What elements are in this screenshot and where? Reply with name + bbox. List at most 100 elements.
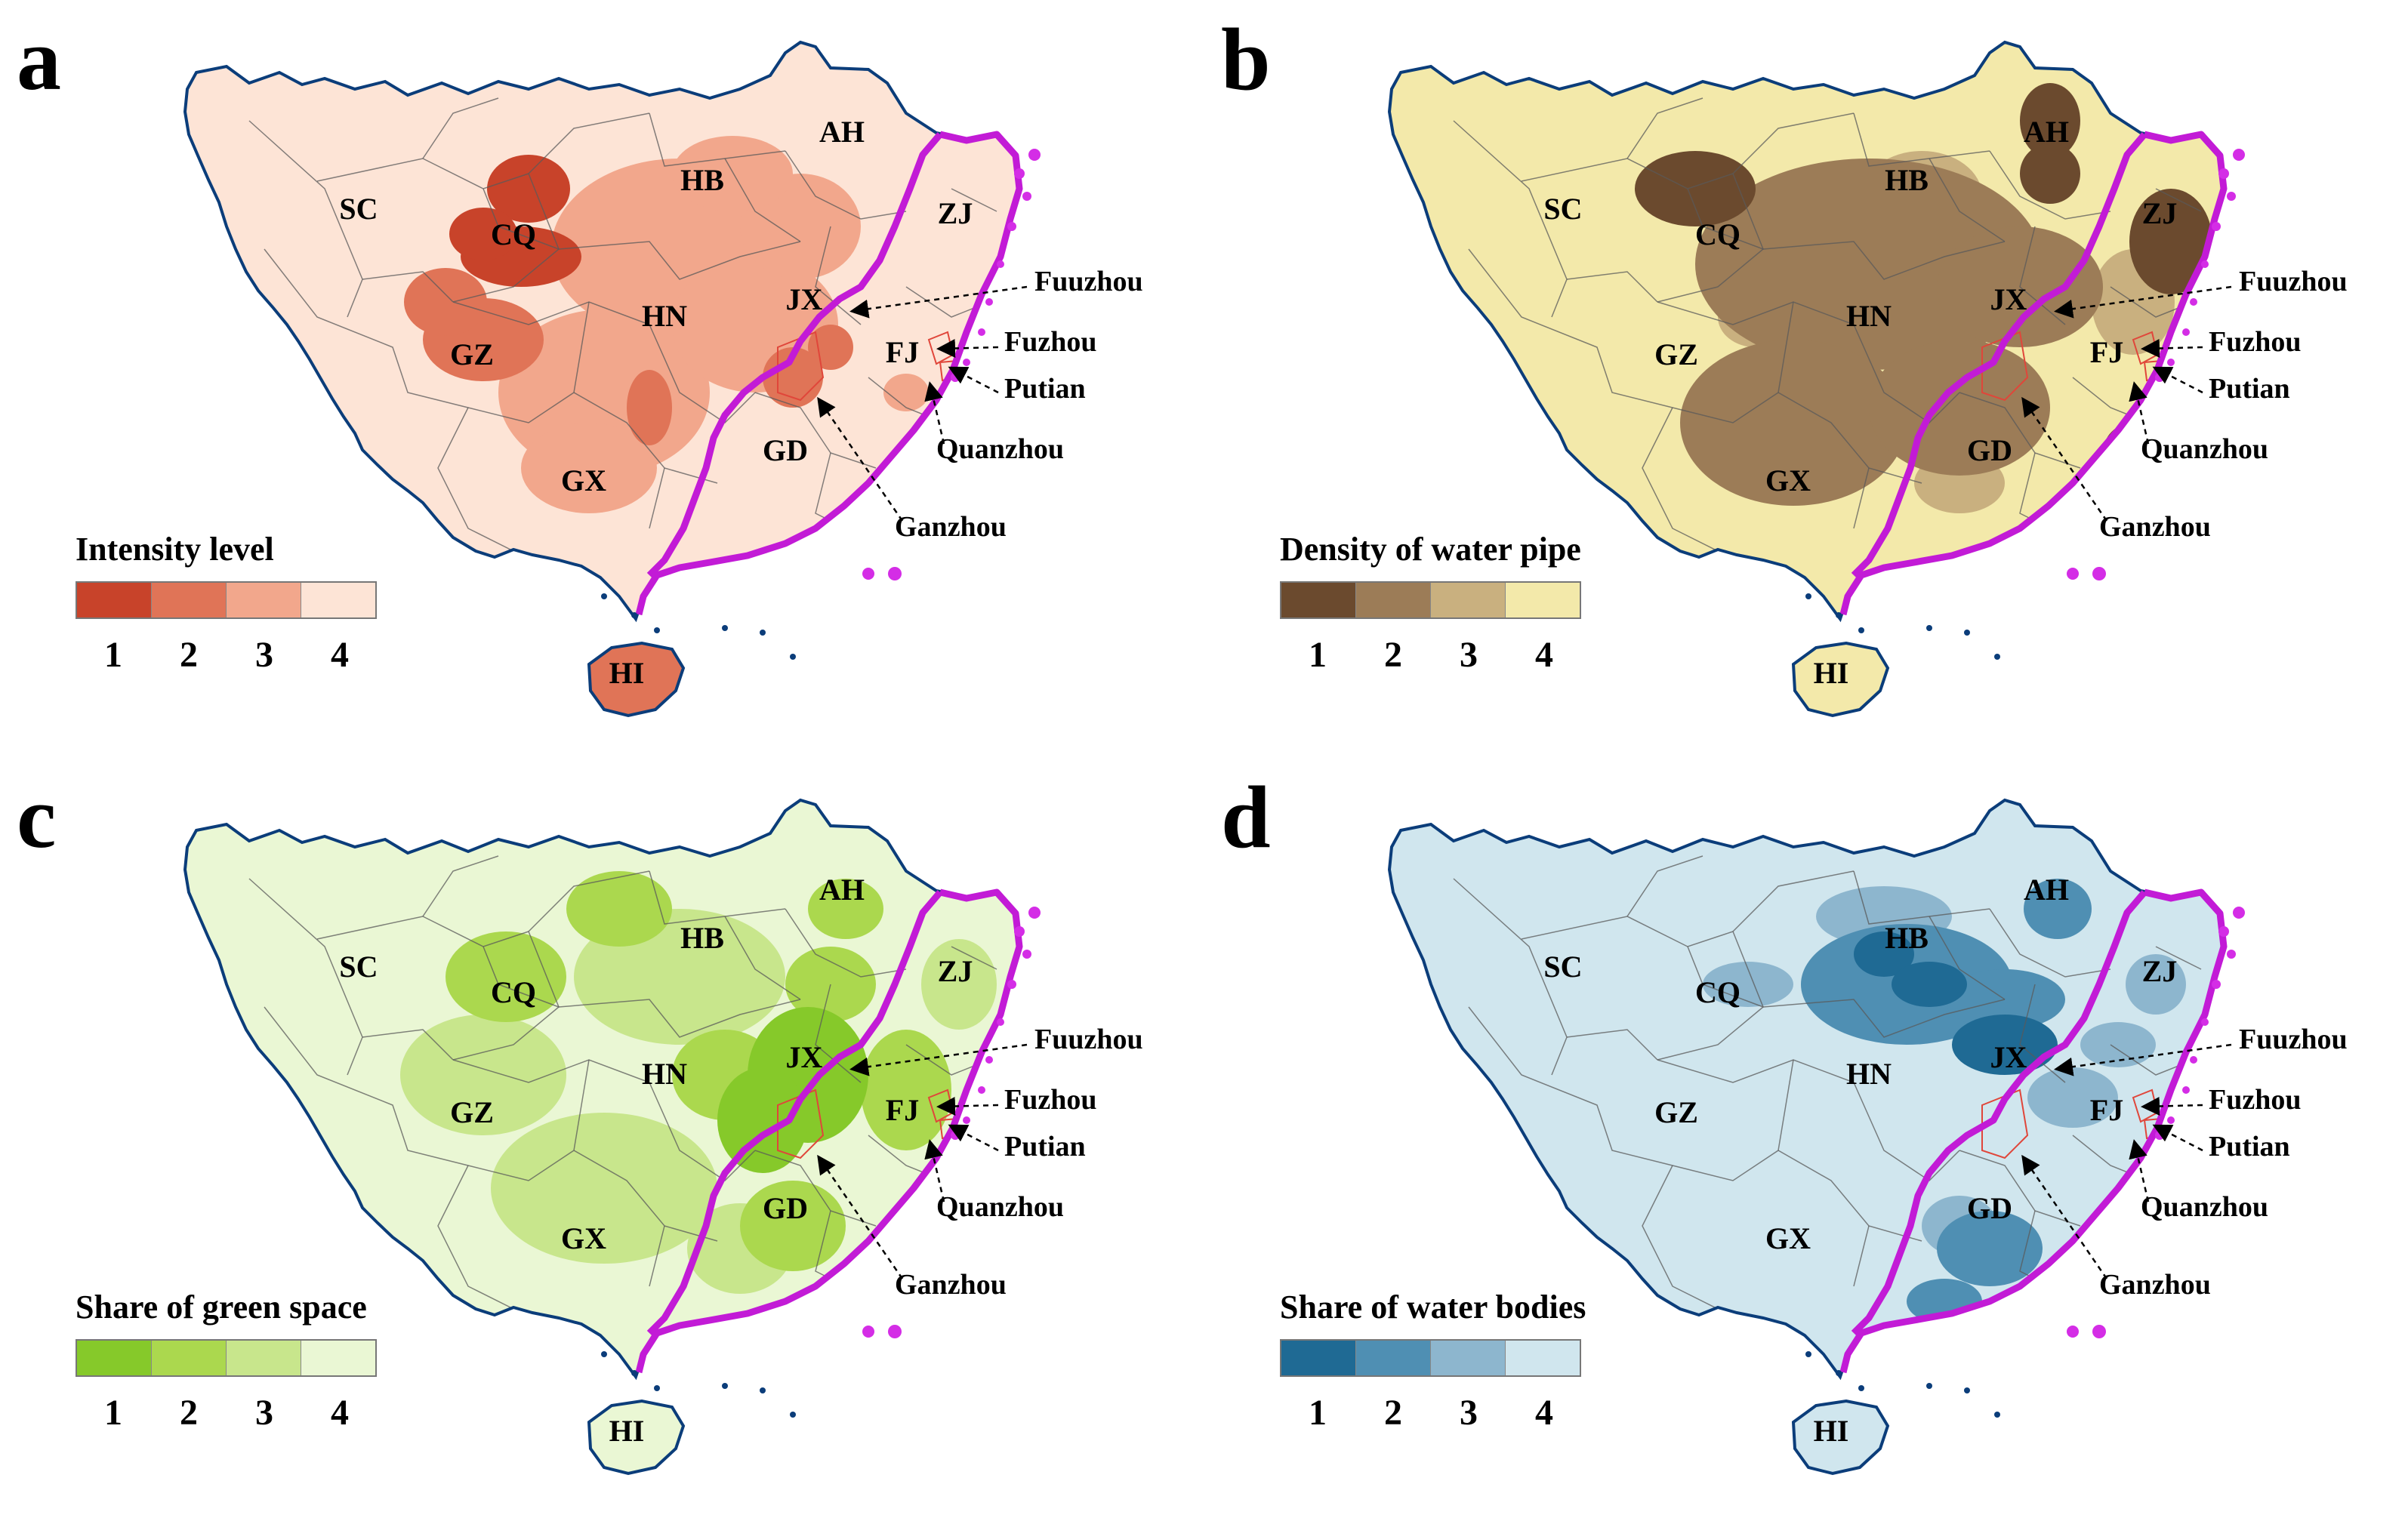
province-label-ah: AH bbox=[2024, 115, 2069, 149]
island-dot bbox=[1836, 612, 1842, 618]
province-label-hi: HI bbox=[1814, 1414, 1849, 1448]
city-label-fuuzhou: Fuuzhou bbox=[1034, 1024, 1143, 1055]
city-label-fuzhou: Fuzhou bbox=[1004, 1084, 1096, 1116]
city-boundary bbox=[2155, 188, 2202, 212]
city-pointer-arrow bbox=[924, 1139, 945, 1202]
legend-tick: 2 bbox=[1384, 1393, 1402, 1433]
city-boundary bbox=[422, 97, 499, 159]
coastal-island-marker bbox=[985, 298, 993, 306]
province-label-fj: FJ bbox=[2090, 335, 2123, 369]
panel-label: b bbox=[1221, 10, 1271, 109]
island-dot bbox=[760, 1387, 766, 1393]
city-boundary bbox=[2019, 984, 2066, 1083]
city-boundary bbox=[1853, 870, 1990, 925]
city-area bbox=[717, 1067, 808, 1173]
map-panel-d: SC CQ HB AH ZJ JX HN GZ FJ GX GD HI Fuuzhou Fuzhou Put… bbox=[1387, 798, 2348, 1476]
city-boundary bbox=[1672, 301, 1794, 423]
legend-tick: 4 bbox=[1535, 635, 1553, 675]
province-label-hn: HN bbox=[642, 1057, 687, 1091]
legend-swatch-4 bbox=[1506, 1341, 1580, 1375]
legend-swatch-3 bbox=[227, 1341, 301, 1375]
province-label-hi: HI bbox=[609, 1414, 645, 1448]
province-label-hi: HI bbox=[609, 656, 645, 690]
city-pointer-arrow bbox=[2021, 1154, 2108, 1279]
city-area bbox=[400, 1015, 566, 1135]
city-boundary bbox=[528, 112, 650, 174]
city-boundary bbox=[1853, 467, 1870, 529]
island-outline bbox=[587, 1399, 686, 1476]
city-pointer-arrow bbox=[924, 381, 945, 445]
city-area bbox=[2126, 954, 2186, 1015]
island-dot bbox=[790, 1412, 796, 1418]
coastal-island-marker bbox=[862, 1326, 874, 1338]
city-boundary bbox=[248, 878, 363, 1076]
legend-tick: 4 bbox=[1535, 1393, 1553, 1433]
province-label-zj: ZJ bbox=[938, 954, 973, 988]
coastal-island-marker bbox=[951, 1131, 960, 1140]
city-pointer-arrow bbox=[2152, 366, 2203, 394]
legend-swatches bbox=[1280, 581, 1581, 619]
legend-title: Share of green space bbox=[76, 1289, 367, 1326]
city-label-fuzhou: Fuzhou bbox=[1004, 326, 1096, 358]
province-label-jx: JX bbox=[1990, 282, 2027, 316]
map-panel-a: SC CQ HB AH ZJ JX HN GZ FJ GX GD HI Fuuzhou Fuzhou Put… bbox=[183, 40, 1143, 718]
province-label-fj: FJ bbox=[2090, 1093, 2123, 1127]
coastal-island-marker bbox=[2212, 980, 2221, 989]
province-label-hn: HN bbox=[1846, 299, 1892, 333]
coastal-island-marker bbox=[2167, 359, 2175, 366]
province-label-hb: HB bbox=[680, 163, 724, 197]
city-pointer-arrow bbox=[2021, 396, 2108, 522]
city-boundary bbox=[1687, 946, 1764, 1008]
province-label-jx: JX bbox=[786, 1040, 823, 1074]
city-label-putian: Putian bbox=[1004, 373, 1086, 405]
island-dot bbox=[1926, 1383, 1932, 1389]
province-label-hb: HB bbox=[1885, 921, 1929, 955]
city-area bbox=[449, 208, 517, 260]
island-outline bbox=[1791, 641, 1890, 718]
coastal-island-marker bbox=[888, 567, 902, 580]
city-label-putian: Putian bbox=[2209, 1131, 2290, 1162]
province-label-fj: FJ bbox=[886, 335, 919, 369]
island-dot bbox=[631, 1370, 637, 1376]
legend-tick: 2 bbox=[180, 635, 198, 675]
city-boundary bbox=[1853, 1082, 1960, 1181]
legend-tick: 1 bbox=[1309, 1393, 1327, 1433]
province-label-hn: HN bbox=[1846, 1057, 1892, 1091]
coastal-island-marker bbox=[1014, 926, 1025, 937]
coastal-island-marker bbox=[978, 1086, 985, 1094]
legend-title: Share of water bodies bbox=[1280, 1289, 1586, 1326]
city-boundary bbox=[1687, 188, 1764, 250]
legend-swatches bbox=[76, 1339, 377, 1377]
city-boundary bbox=[1959, 392, 2081, 469]
island-dot bbox=[1858, 1385, 1864, 1391]
coastal-island-marker bbox=[2155, 1131, 2164, 1140]
city-label-quanzhou: Quanzhou bbox=[936, 1191, 1064, 1223]
city-boundary bbox=[452, 931, 560, 1061]
city-boundary bbox=[467, 301, 590, 423]
city-area bbox=[2020, 83, 2080, 159]
city-boundary bbox=[1453, 878, 1568, 1076]
city-area bbox=[808, 879, 883, 939]
island-fill bbox=[589, 1401, 683, 1473]
province-label-cq: CQ bbox=[1695, 975, 1740, 1009]
legend-tick: 3 bbox=[1460, 1393, 1478, 1433]
coastal-island-marker bbox=[2233, 907, 2245, 919]
city-boundary bbox=[1853, 324, 1960, 423]
city-boundary bbox=[1853, 1225, 1870, 1287]
city-area bbox=[2020, 143, 2080, 204]
panel-c: SC CQ HB AH ZJ JX HN GZ FJ GX GD HI Fuuzhou Fuzhou Put… bbox=[0, 758, 1204, 1515]
city-boundary bbox=[1672, 1059, 1794, 1181]
city-boundary bbox=[1929, 916, 2006, 1000]
island-dot bbox=[1926, 625, 1932, 631]
city-boundary bbox=[452, 1059, 650, 1083]
province-label-hb: HB bbox=[1885, 163, 1929, 197]
coastal-island-marker bbox=[951, 373, 960, 382]
province-label-gx: GX bbox=[1765, 1221, 1811, 1255]
city-boundary bbox=[1657, 931, 1764, 1061]
coastal-island-marker bbox=[1022, 192, 1031, 201]
province-label-ah: AH bbox=[2024, 873, 2069, 907]
city-boundary bbox=[422, 855, 499, 917]
city-area bbox=[404, 268, 487, 336]
coastal-island-marker bbox=[888, 1325, 902, 1338]
province-label-gd: GD bbox=[763, 433, 808, 467]
